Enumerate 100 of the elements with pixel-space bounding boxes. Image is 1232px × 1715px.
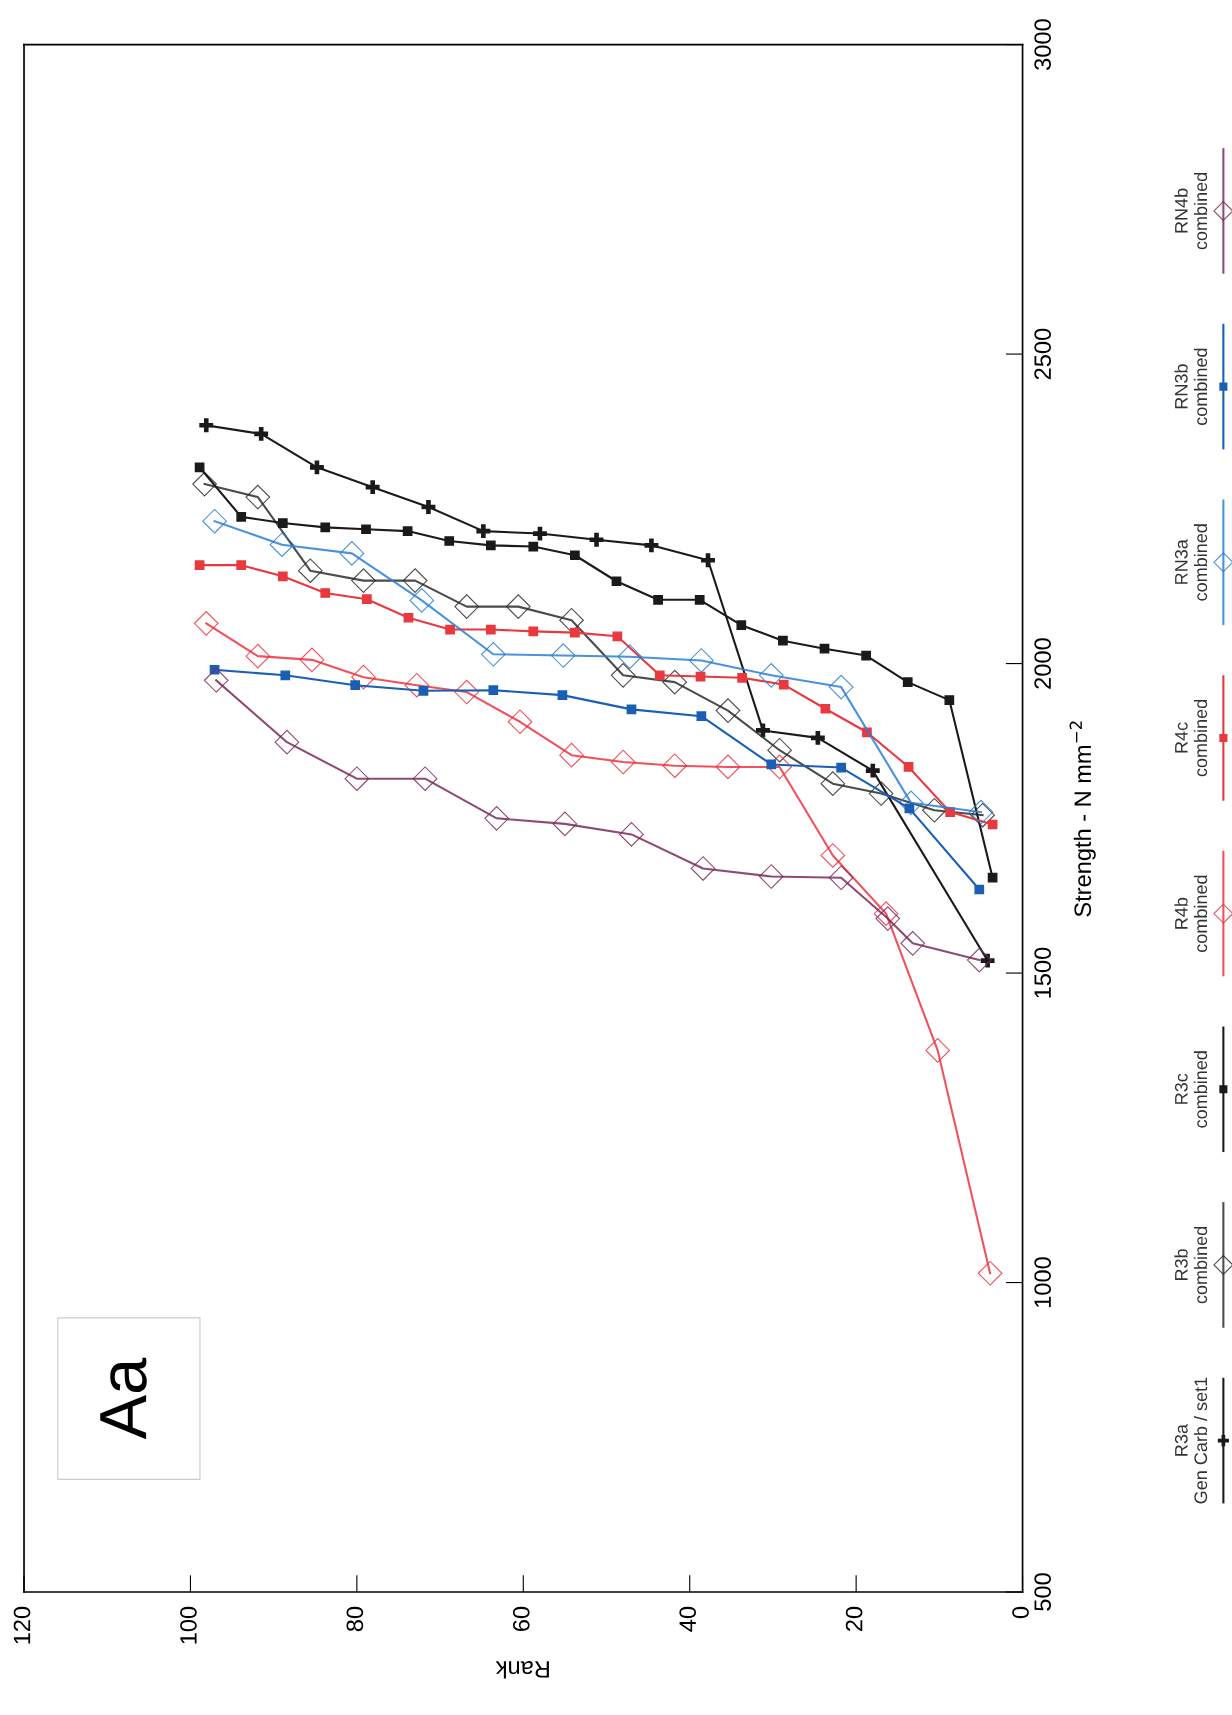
x-tick-label: 0 bbox=[1012, 1606, 1029, 1619]
point bbox=[402, 526, 413, 536]
legend-label: RN3b combined bbox=[1174, 348, 1208, 425]
point bbox=[351, 664, 376, 690]
point bbox=[269, 532, 295, 558]
point bbox=[944, 695, 955, 705]
point bbox=[351, 568, 376, 593]
point bbox=[766, 759, 777, 770]
point bbox=[611, 576, 622, 587]
point bbox=[610, 662, 636, 688]
point bbox=[194, 462, 205, 473]
x-tick-label: 80 bbox=[346, 1606, 364, 1632]
point bbox=[552, 811, 578, 837]
point bbox=[778, 635, 788, 646]
annotation: Aa bbox=[100, 1357, 147, 1440]
point bbox=[868, 781, 894, 806]
point bbox=[485, 624, 496, 635]
point bbox=[320, 588, 331, 598]
point bbox=[194, 560, 205, 571]
point bbox=[402, 568, 428, 593]
x-tick-label: 120 bbox=[13, 1606, 31, 1644]
point bbox=[689, 648, 714, 673]
legend-label: RN3a combined bbox=[1174, 524, 1208, 601]
point bbox=[404, 672, 430, 698]
point bbox=[203, 667, 229, 693]
point bbox=[977, 1260, 1003, 1286]
point bbox=[836, 762, 847, 773]
point bbox=[902, 677, 913, 687]
point bbox=[865, 763, 880, 778]
point bbox=[701, 553, 715, 568]
point bbox=[245, 643, 271, 669]
y-tick-label: 1000 bbox=[1034, 1257, 1052, 1308]
point bbox=[570, 550, 580, 561]
y-tick-label: 3000 bbox=[1034, 19, 1052, 70]
y-tick-label: 500 bbox=[1034, 1573, 1052, 1611]
point bbox=[202, 508, 227, 534]
y-tick-label: 2500 bbox=[1034, 328, 1052, 380]
legend-label: R3b combined bbox=[1174, 1226, 1208, 1304]
point bbox=[505, 594, 531, 619]
point bbox=[715, 754, 741, 780]
point bbox=[758, 864, 784, 889]
point bbox=[236, 512, 247, 522]
point bbox=[454, 679, 480, 705]
point bbox=[361, 594, 372, 605]
x-tick-label: 40 bbox=[679, 1606, 697, 1632]
point bbox=[236, 560, 247, 571]
point bbox=[662, 753, 688, 779]
point bbox=[767, 754, 792, 780]
legend-label: R3c combined bbox=[1174, 1051, 1208, 1128]
point bbox=[736, 620, 747, 631]
point bbox=[528, 626, 539, 637]
point bbox=[484, 805, 510, 831]
point bbox=[654, 670, 665, 681]
point bbox=[365, 480, 380, 495]
point bbox=[550, 643, 576, 668]
point bbox=[828, 865, 854, 891]
point bbox=[570, 627, 580, 638]
point bbox=[696, 711, 707, 722]
point bbox=[966, 947, 992, 973]
point bbox=[254, 426, 269, 441]
point bbox=[507, 709, 533, 735]
y-axis-title: Strength - N mm$^{−2}$ bbox=[1069, 721, 1096, 917]
point bbox=[653, 594, 663, 605]
point bbox=[299, 647, 325, 673]
point bbox=[557, 690, 568, 700]
point bbox=[350, 680, 361, 691]
legend-label: R4c combined bbox=[1175, 699, 1208, 777]
point bbox=[193, 610, 219, 636]
point bbox=[444, 536, 455, 546]
point bbox=[409, 588, 435, 613]
x-tick-label: 100 bbox=[180, 1606, 197, 1644]
point bbox=[778, 679, 789, 690]
point bbox=[277, 571, 288, 582]
point bbox=[925, 1038, 951, 1063]
point bbox=[922, 797, 947, 823]
point bbox=[418, 685, 429, 696]
point bbox=[245, 484, 271, 510]
point bbox=[485, 540, 496, 551]
point bbox=[644, 538, 659, 553]
point bbox=[875, 906, 901, 931]
point bbox=[361, 524, 371, 535]
point bbox=[344, 766, 370, 792]
point bbox=[532, 526, 547, 541]
point bbox=[610, 749, 636, 775]
point bbox=[309, 460, 324, 475]
point bbox=[488, 685, 499, 696]
point bbox=[715, 698, 741, 723]
point bbox=[559, 607, 584, 633]
point bbox=[828, 674, 854, 700]
point bbox=[617, 644, 643, 670]
point bbox=[820, 703, 831, 714]
point bbox=[737, 672, 747, 683]
legend-label: RN4b combined bbox=[1174, 172, 1208, 250]
point bbox=[476, 524, 491, 539]
point bbox=[612, 631, 623, 642]
point bbox=[445, 624, 455, 635]
point bbox=[320, 522, 331, 533]
point bbox=[819, 643, 830, 654]
point bbox=[767, 737, 792, 763]
point bbox=[756, 723, 770, 738]
